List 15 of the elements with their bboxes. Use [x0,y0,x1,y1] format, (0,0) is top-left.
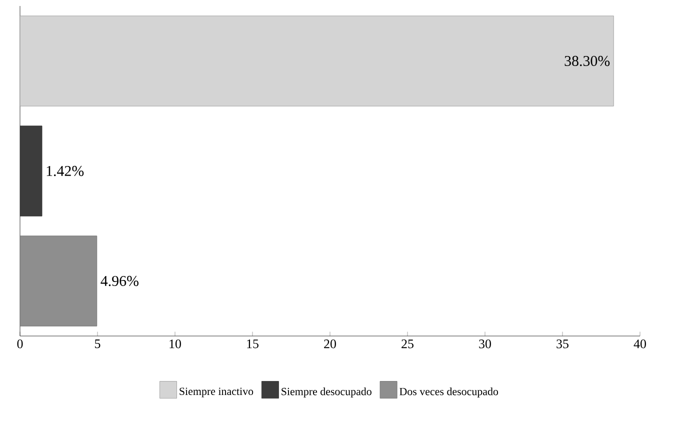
x-tick-label: 25 [402,340,414,348]
legend-label: Siempre desocupado [282,388,372,398]
legend-label: Siempre inactivo [180,388,254,398]
x-tick-label: 20 [324,340,336,348]
x-tick-label: 10 [170,340,181,348]
legend-label: Dos veces desocupado [400,388,498,398]
x-tick-label: 40 [634,340,646,348]
x-tick-label: 15 [247,340,258,348]
data-label: 1.42% [46,166,84,176]
x-tick-label: 35 [556,340,568,348]
x-tick-label: 0 [17,340,23,348]
data-label: 38.30% [564,56,610,66]
x-tick-label: 30 [479,340,491,348]
data-label: 4.96% [100,276,138,286]
x-tick-label: 5 [95,340,100,348]
